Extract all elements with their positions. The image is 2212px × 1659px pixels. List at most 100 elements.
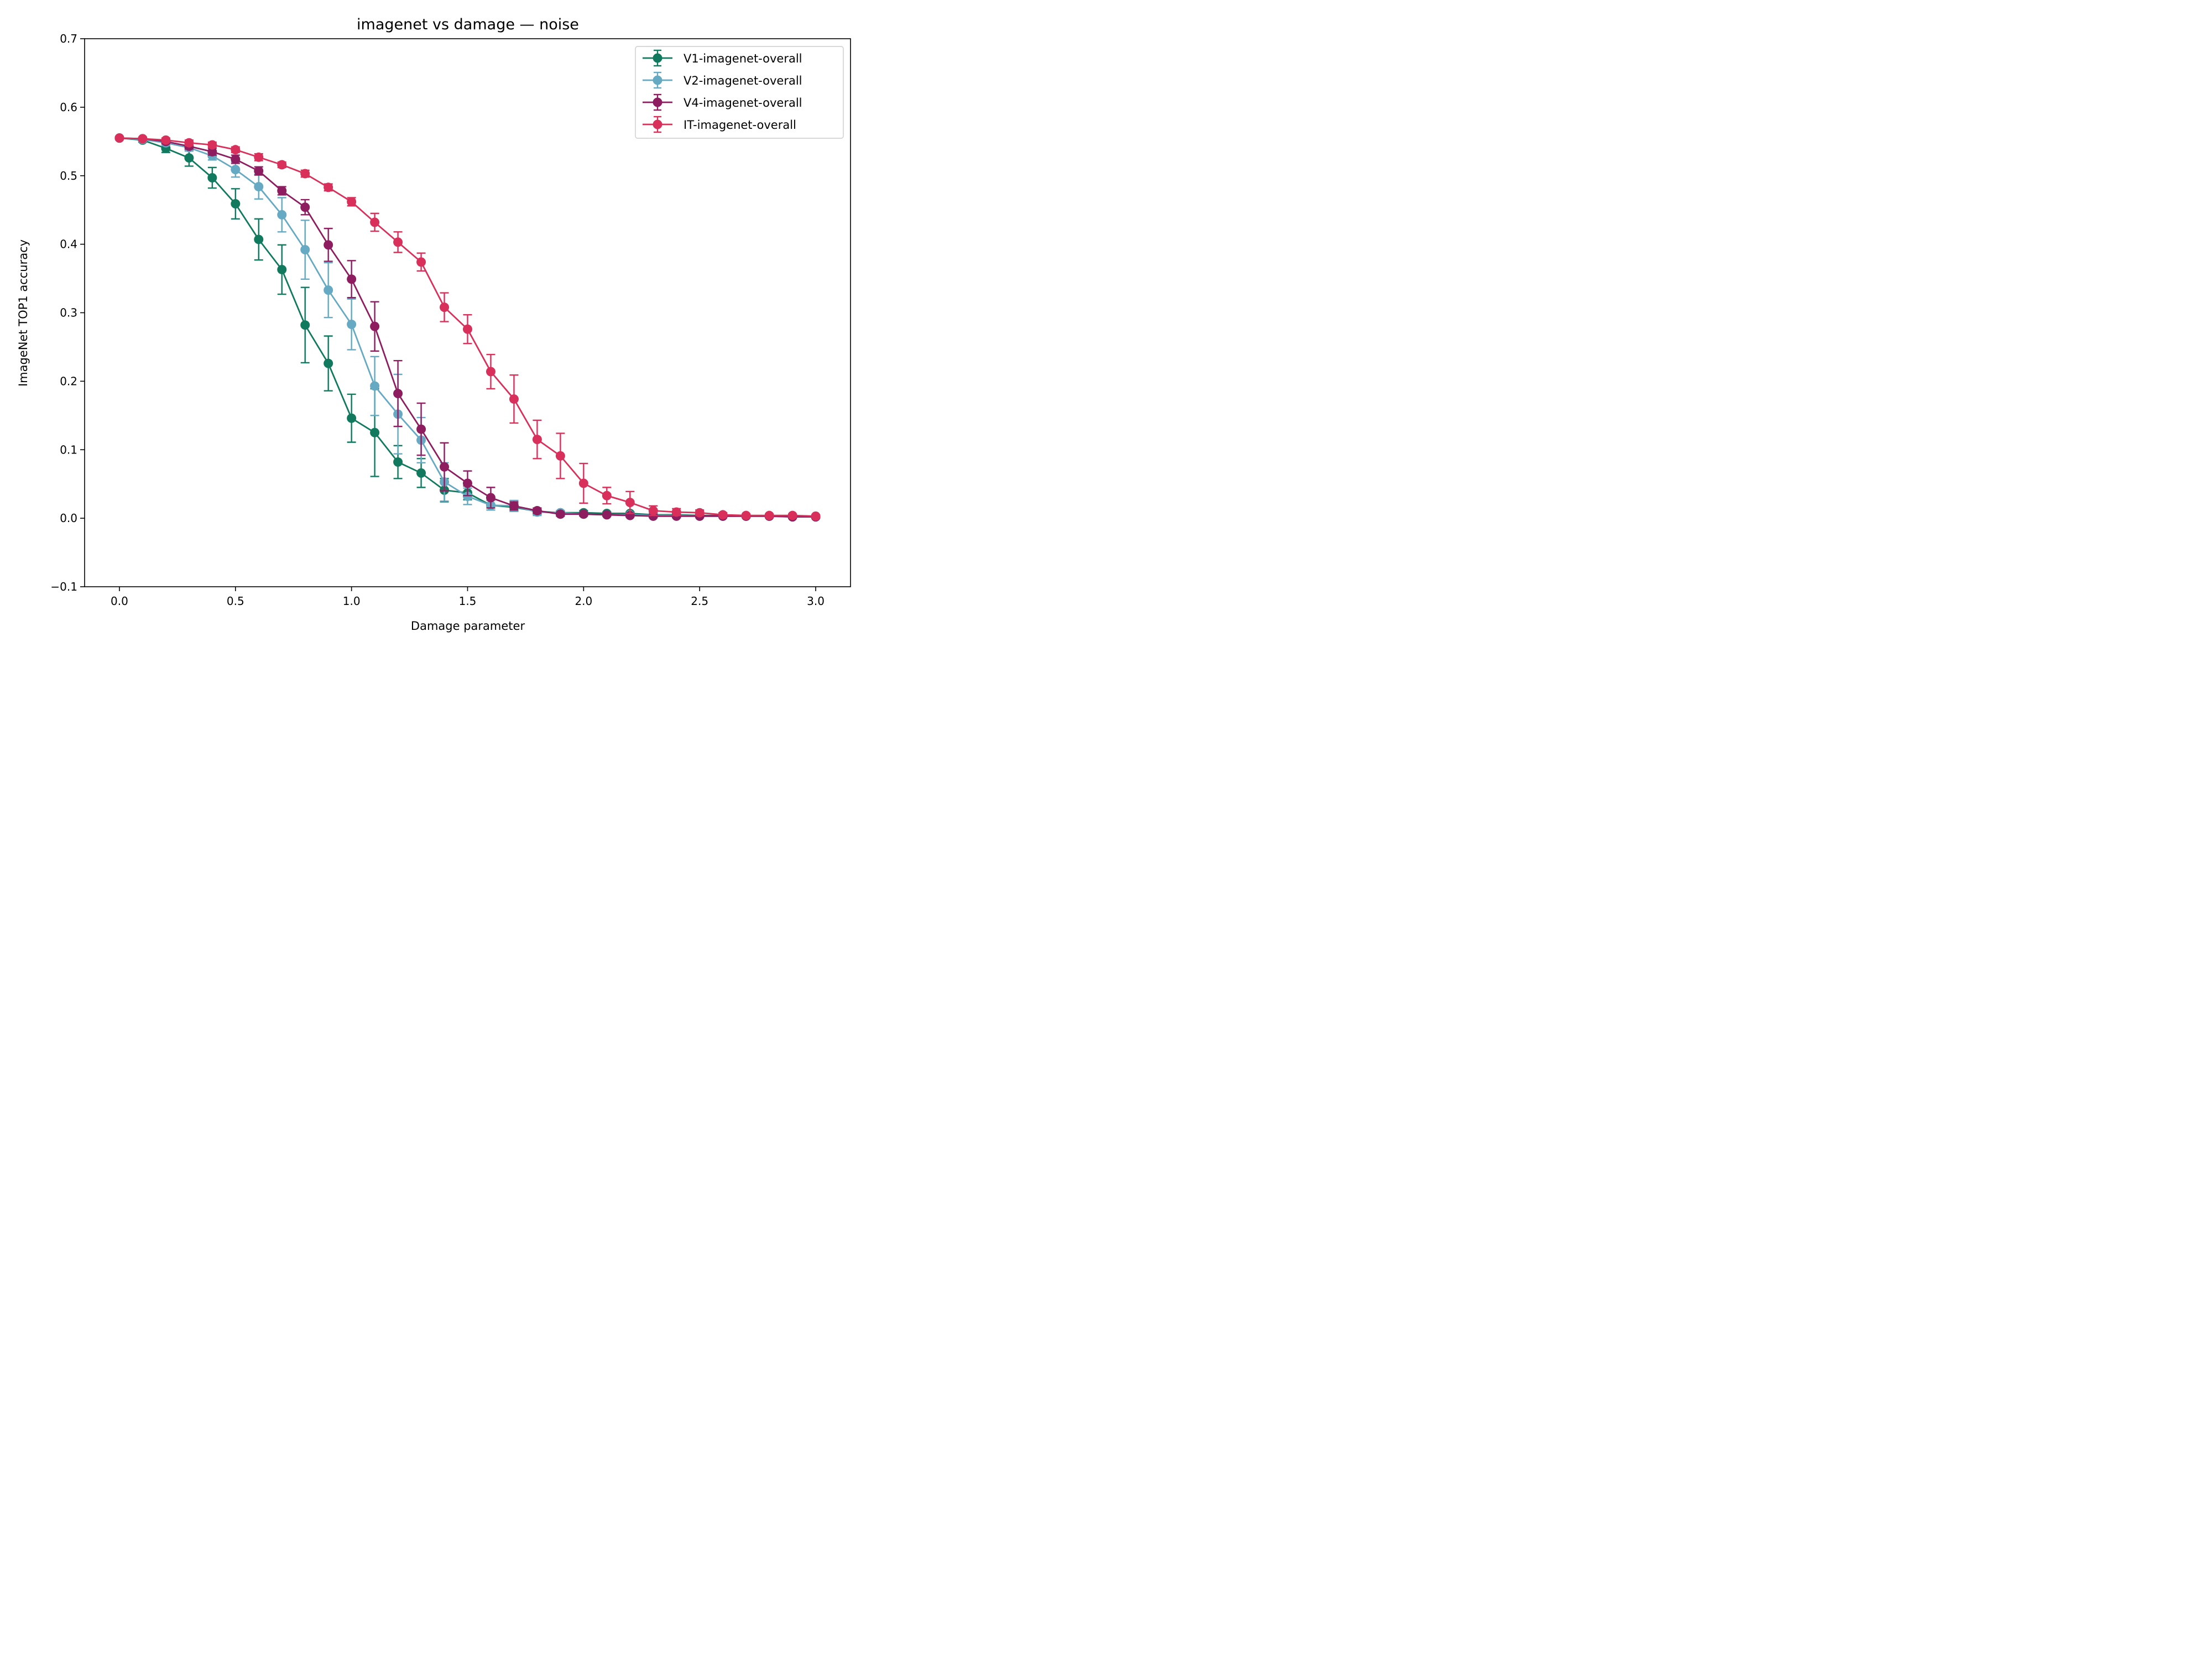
data-point bbox=[324, 240, 333, 250]
chart-title: imagenet vs damage — noise bbox=[357, 16, 579, 33]
legend-label: V2-imagenet-overall bbox=[684, 74, 802, 87]
legend-label: IT-imagenet-overall bbox=[684, 118, 796, 132]
data-point bbox=[463, 491, 472, 501]
x-tick-label: 0.5 bbox=[227, 594, 244, 608]
data-point bbox=[393, 389, 403, 399]
data-point bbox=[254, 234, 264, 244]
legend-label: V1-imagenet-overall bbox=[684, 52, 802, 65]
legend-marker bbox=[653, 119, 662, 129]
data-point bbox=[695, 508, 705, 518]
data-point bbox=[370, 427, 380, 437]
data-point bbox=[532, 505, 542, 515]
data-point bbox=[347, 320, 357, 330]
y-tick-label: −0.1 bbox=[50, 580, 77, 593]
data-point bbox=[138, 134, 148, 144]
data-point bbox=[347, 274, 357, 284]
legend-label: V4-imagenet-overall bbox=[684, 96, 802, 109]
data-point bbox=[486, 493, 495, 503]
data-point bbox=[555, 509, 565, 519]
data-point bbox=[578, 478, 588, 488]
data-point bbox=[254, 152, 264, 162]
data-point bbox=[277, 160, 287, 170]
x-tick-label: 0.0 bbox=[111, 594, 128, 608]
data-point bbox=[277, 210, 287, 220]
data-point bbox=[231, 199, 241, 209]
y-axis-label: ImageNet TOP1 accuracy bbox=[17, 239, 30, 387]
data-point bbox=[300, 320, 310, 330]
data-point bbox=[463, 324, 472, 334]
data-point bbox=[509, 501, 519, 511]
data-point bbox=[440, 462, 450, 472]
data-point bbox=[416, 424, 426, 434]
y-tick-label: 0.2 bbox=[60, 374, 77, 388]
data-point bbox=[440, 302, 450, 312]
legend-marker bbox=[653, 53, 662, 63]
data-point bbox=[277, 186, 287, 196]
data-point bbox=[370, 381, 380, 391]
x-axis-ticks: 0.0 0.5 1.0 1.5 2.0 2.5 3.0 bbox=[111, 587, 825, 608]
data-point bbox=[277, 264, 287, 274]
legend-marker bbox=[653, 75, 662, 85]
data-point bbox=[393, 237, 403, 247]
data-point bbox=[625, 498, 635, 508]
y-tick-label: 0.5 bbox=[60, 169, 77, 182]
x-axis-label: Damage parameter bbox=[411, 619, 525, 633]
data-point bbox=[254, 182, 264, 192]
data-point bbox=[324, 285, 333, 295]
data-point bbox=[718, 510, 728, 520]
data-point bbox=[532, 435, 542, 445]
data-point bbox=[347, 413, 357, 423]
x-tick-label: 2.0 bbox=[575, 594, 592, 608]
y-tick-label: 0.0 bbox=[60, 512, 77, 525]
data-point bbox=[231, 154, 241, 164]
data-point bbox=[114, 133, 124, 143]
data-point bbox=[370, 217, 380, 227]
y-tick-label: 0.3 bbox=[60, 306, 77, 320]
legend: V1-imagenet-overall V2-imagenet-overall V4… bbox=[635, 46, 844, 139]
legend-marker bbox=[653, 97, 662, 107]
data-point bbox=[347, 197, 357, 207]
chart: imagenet vs damage — noise Damage parame… bbox=[0, 0, 865, 649]
y-tick-label: 0.6 bbox=[60, 101, 77, 114]
data-point bbox=[231, 145, 241, 155]
data-point bbox=[486, 367, 495, 377]
data-point bbox=[300, 245, 310, 255]
data-point bbox=[555, 451, 565, 461]
data-point bbox=[324, 358, 333, 368]
data-point bbox=[463, 478, 472, 488]
x-tick-label: 1.0 bbox=[343, 594, 361, 608]
data-point bbox=[416, 257, 426, 267]
data-point bbox=[370, 321, 380, 331]
data-point bbox=[671, 507, 681, 517]
data-point bbox=[207, 140, 217, 150]
legend-item-IT-imagenet-overall: IT-imagenet-overall bbox=[643, 116, 796, 133]
data-point bbox=[811, 511, 821, 521]
legend-item-V1-imagenet-overall: V1-imagenet-overall bbox=[643, 49, 802, 67]
data-point bbox=[764, 510, 774, 520]
data-point bbox=[602, 510, 612, 520]
data-point bbox=[300, 202, 310, 212]
data-point bbox=[184, 153, 194, 163]
data-point bbox=[254, 166, 264, 176]
data-point bbox=[393, 457, 403, 467]
data-point bbox=[787, 510, 797, 520]
legend-item-V2-imagenet-overall: V2-imagenet-overall bbox=[643, 71, 802, 89]
data-point bbox=[324, 182, 333, 192]
data-point bbox=[648, 505, 658, 515]
x-tick-label: 1.5 bbox=[459, 594, 477, 608]
data-point bbox=[300, 169, 310, 179]
y-tick-label: 0.1 bbox=[60, 443, 77, 456]
plot-marks bbox=[114, 133, 821, 522]
y-axis-ticks: −0.1 0.0 0.1 0.2 0.3 0.4 0.5 0.6 0.7 bbox=[50, 32, 85, 593]
data-point bbox=[602, 491, 612, 500]
data-point bbox=[184, 138, 194, 148]
y-tick-label: 0.7 bbox=[60, 32, 77, 45]
data-point bbox=[416, 468, 426, 478]
series-IT-imagenet-overall bbox=[114, 133, 821, 521]
data-point bbox=[161, 135, 171, 145]
data-point bbox=[207, 147, 217, 156]
data-point bbox=[509, 394, 519, 404]
data-point bbox=[231, 165, 241, 175]
legend-box bbox=[635, 46, 844, 139]
y-tick-label: 0.4 bbox=[60, 238, 77, 251]
